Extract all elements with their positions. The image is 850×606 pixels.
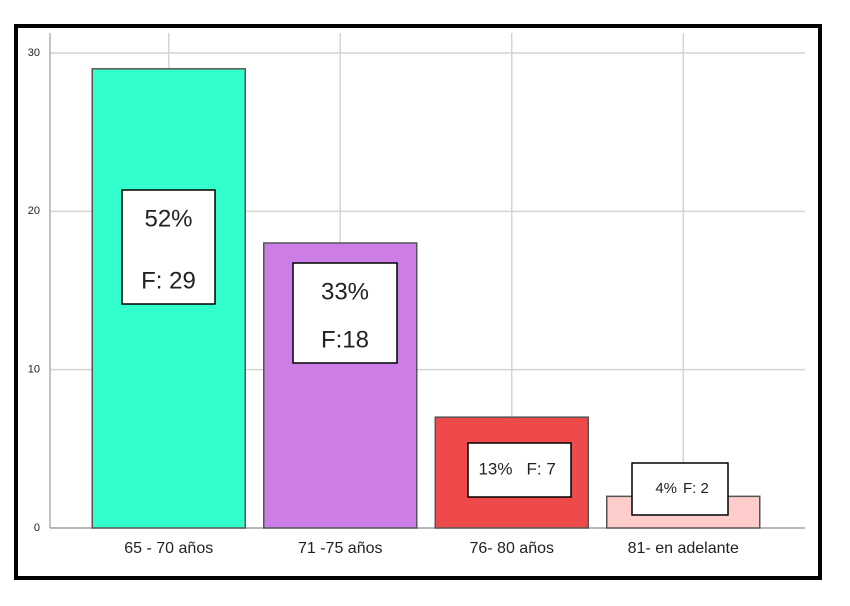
share-label: 4% [655, 480, 677, 497]
plot: 65 - 70 años 52% F: 29 71 -75 años 33% F:18 76… [91, 68, 761, 557]
share-label: 13% [478, 459, 512, 478]
label-box [467, 442, 572, 498]
share-label: 33% [321, 278, 369, 305]
label-box [292, 262, 398, 364]
value-label: F:18 [321, 326, 369, 353]
x-tick-label: 81- en adelante [628, 540, 739, 557]
label-box [631, 462, 729, 516]
y-tick-label: 0 [34, 522, 40, 534]
y-tick-label: 20 [28, 205, 40, 217]
x-tick-label: 65 - 70 años [124, 540, 213, 557]
label-box [121, 189, 216, 305]
value-label: F: 7 [527, 459, 556, 478]
y-tick-label: 10 [28, 364, 40, 376]
value-label: F: 29 [141, 267, 196, 294]
value-label: F: 2 [683, 480, 709, 497]
x-tick-label: 71 -75 años [298, 540, 383, 557]
y-tick-label: 30 [28, 47, 40, 59]
share-label: 52% [144, 205, 192, 232]
x-tick-label: 76- 80 años [469, 540, 554, 557]
